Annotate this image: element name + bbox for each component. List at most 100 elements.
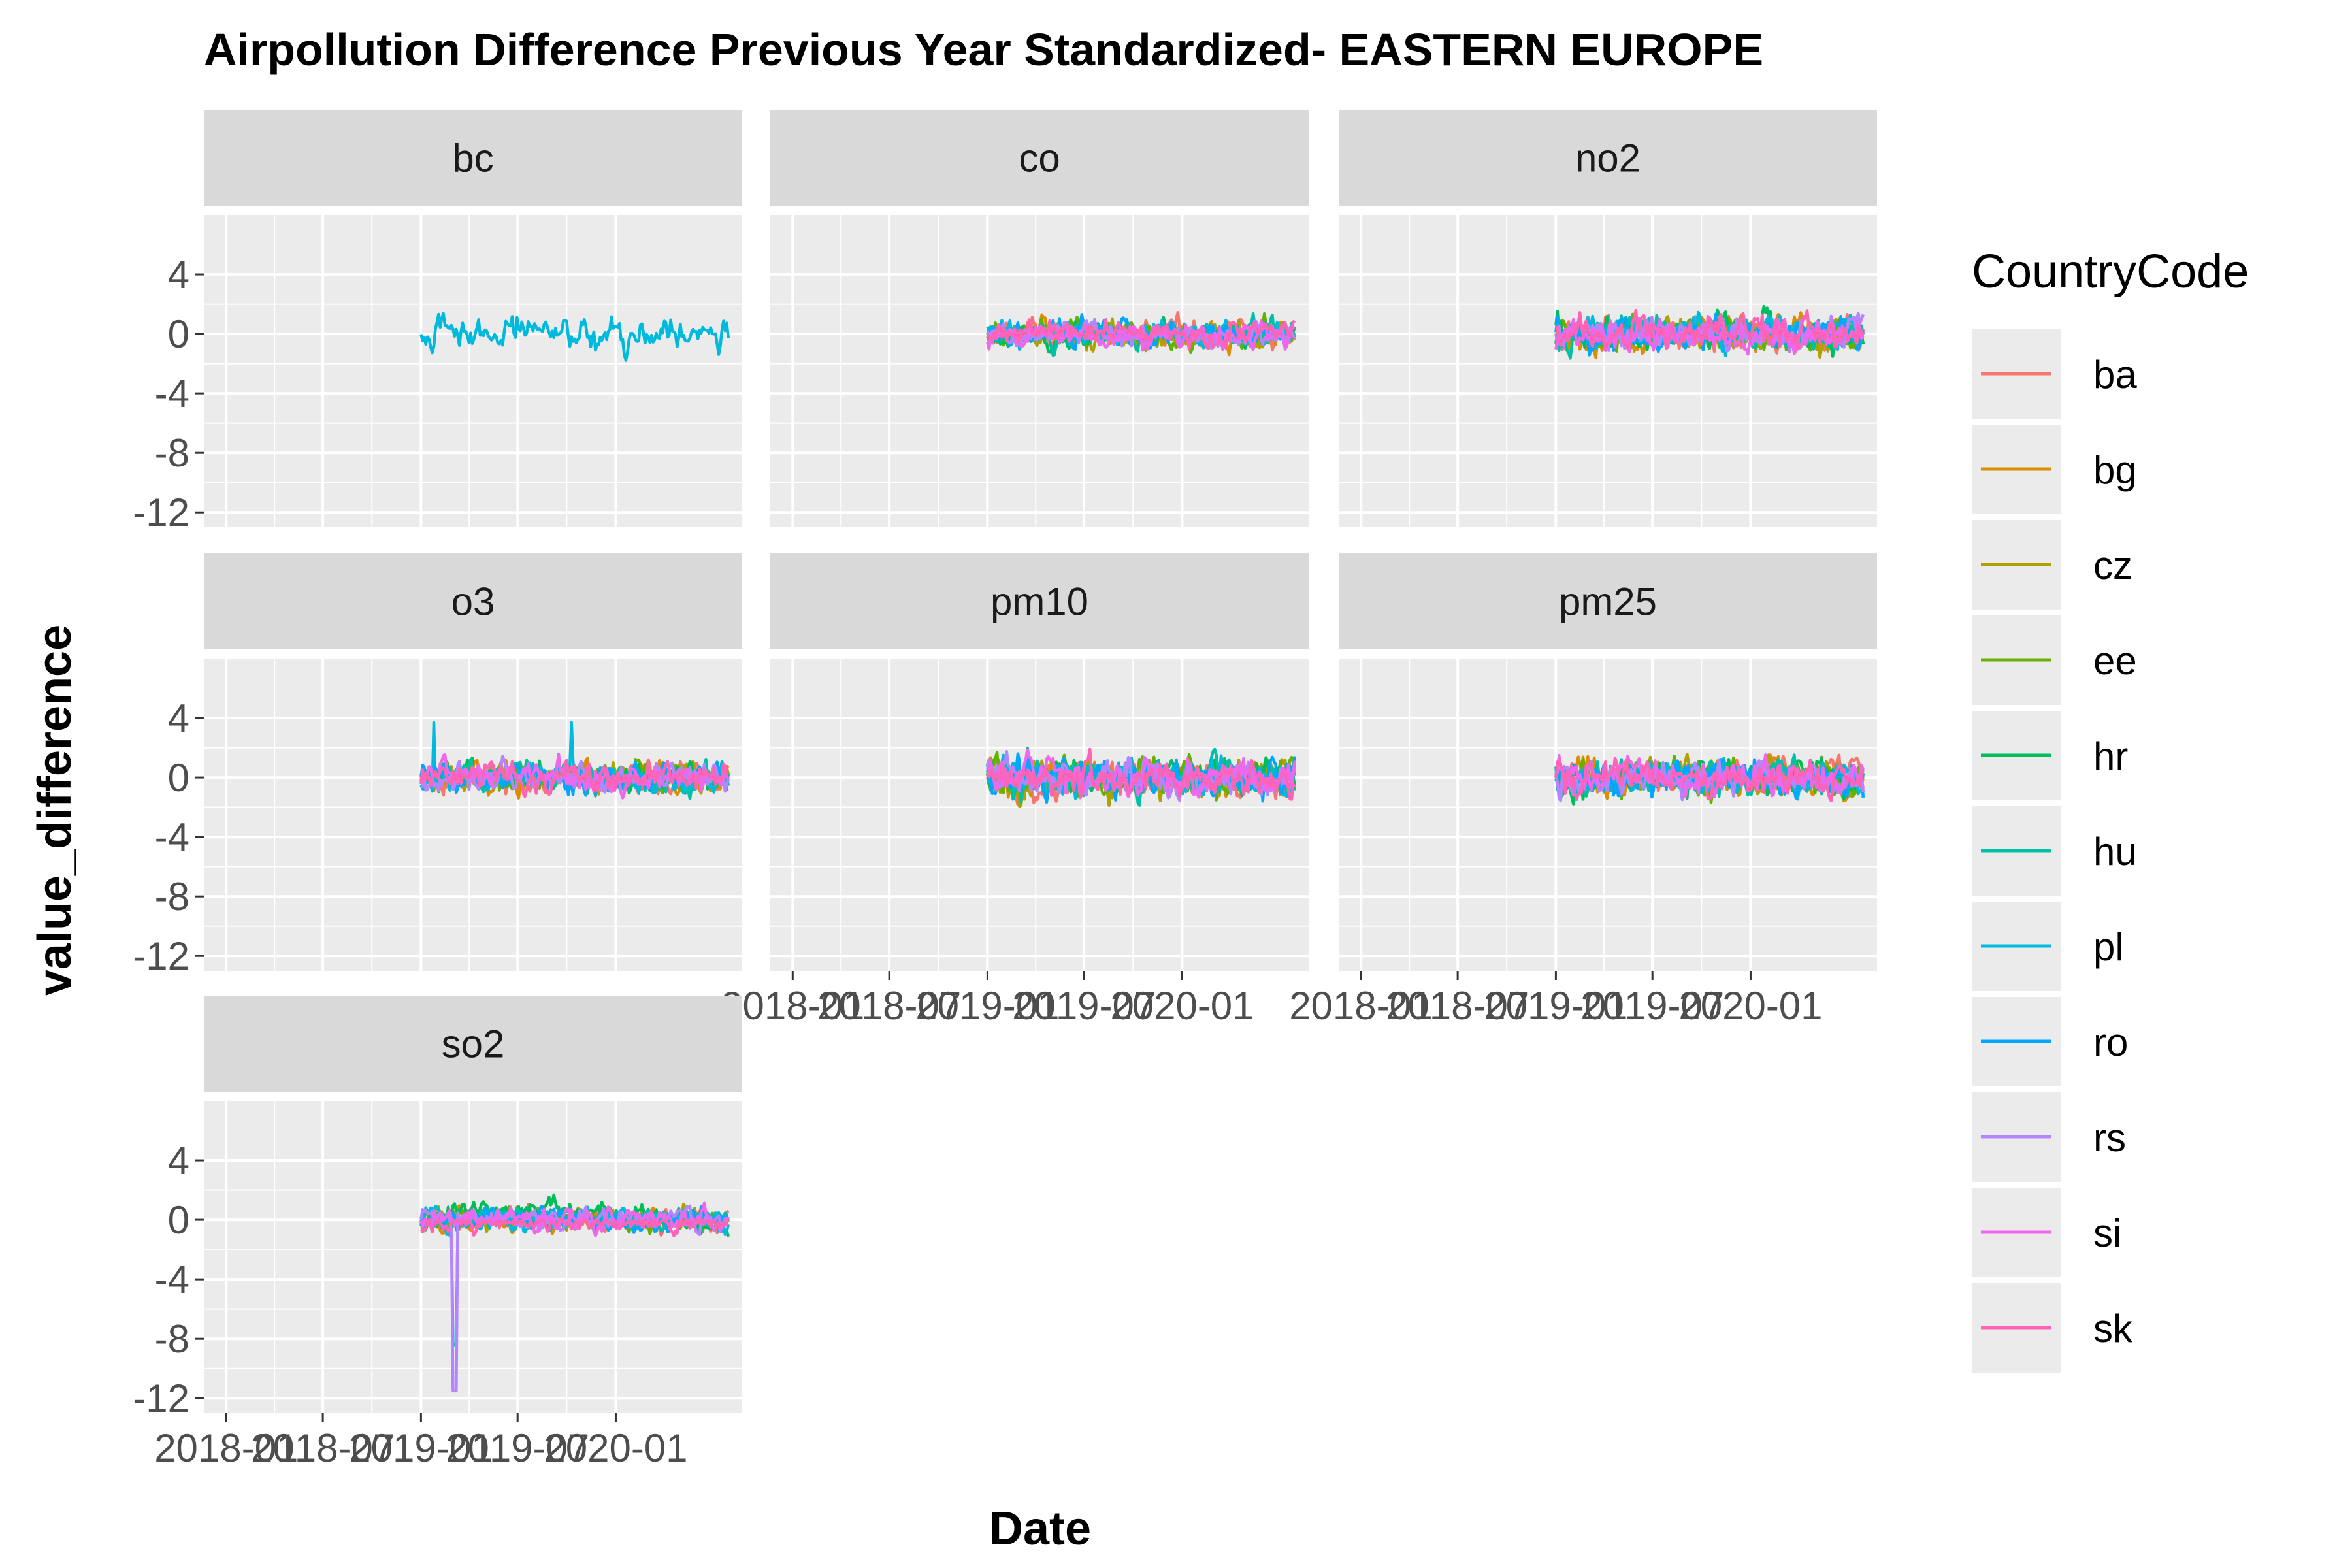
series-group [986,747,1297,808]
x-tick-label: 2019-07 [1012,984,1156,1028]
panel-background [770,659,1309,971]
facet-strip [204,110,742,206]
series-line-sk [419,1218,730,1237]
panel-background [204,659,742,971]
gridlines [204,659,742,971]
legend-item-si: si [1972,1188,2121,1277]
x-tick-label: 2018-07 [1386,984,1529,1028]
x-tick-label: 2020-01 [544,1426,687,1470]
legend-item-cz: cz [1972,520,2132,610]
x-tick-label: 2019-01 [349,1426,493,1470]
panel-background [204,1101,742,1413]
legend-item-hu: hu [1972,806,2137,896]
facet-strip-label: no2 [1575,137,1641,180]
series-group [419,1193,730,1393]
facet-strip-label: o3 [451,580,495,624]
facet-strip-label: pm25 [1559,580,1657,624]
y-tick-label: 4 [168,1139,189,1183]
x-tick-label: 2019-01 [915,984,1059,1028]
facet-strip-label: bc [452,137,493,180]
panel-background [770,215,1309,527]
y-tick-label: 4 [168,253,189,297]
legend-label: rs [2093,1116,2126,1160]
x-tick-label: 2018-01 [1289,984,1433,1028]
panel-background [1339,659,1877,971]
y-tick-label: -8 [155,875,189,919]
x-tick-label: 2018-01 [154,1426,298,1470]
legend-label: si [2093,1211,2121,1255]
legend-item-ee: ee [1972,615,2137,705]
x-tick-label: 2018-01 [721,984,864,1028]
series-line-si [419,1201,730,1237]
facet-strip-label: pm10 [990,580,1088,624]
legend-item-bg: bg [1972,425,2137,514]
y-tick-label: -12 [133,491,189,534]
gridlines [204,1101,742,1413]
y-tick-label: -8 [155,1317,189,1361]
facet-strip-label: co [1019,137,1060,180]
facet-strip [204,553,742,649]
series-line-sk [986,747,1296,801]
legend-label: hr [2093,734,2128,778]
y-tick-label: -12 [133,934,189,978]
y-tick-label: -12 [133,1377,189,1420]
x-tick-label: 2019-01 [1484,984,1627,1028]
x-tick-label: 2019-07 [446,1426,589,1470]
x-tick-label: 2018-07 [251,1426,395,1470]
facet-strip [204,996,742,1092]
legend-label: hu [2093,830,2137,874]
y-tick-label: 0 [168,312,189,356]
series-line-sk [1554,756,1865,802]
panel-background [1339,215,1877,527]
legend-item-ro: ro [1972,997,2128,1086]
chart-title: Airpollution Difference Previous Year St… [204,24,1763,75]
series-group [1554,304,1865,360]
y-tick-label: 0 [168,756,189,800]
facet-strip [1339,553,1877,649]
facet-panel-no2: no2 [1339,110,1877,527]
legend-item-hr: hr [1972,711,2128,800]
series-line-pl [419,312,730,362]
gridlines [204,215,742,527]
legend-label: ee [2093,639,2137,683]
y-tick-label: -4 [155,815,189,859]
x-tick-label: 2018-07 [817,984,961,1028]
gridlines [1339,215,1877,527]
series-line-si [1554,315,1865,356]
series-group [419,312,730,362]
facet-strip [1339,110,1877,206]
y-tick-label: -4 [155,1258,189,1301]
legend-label: ba [2093,353,2137,397]
series-line-sk [419,759,730,798]
facet-strip [770,110,1309,206]
facet-panel-so2: so2 4 0 -4 -8 -12 2018-012018-072019-012019-07… [133,996,742,1470]
legend-title: CountryCode [1972,246,2249,298]
y-tick-label: 4 [168,696,189,740]
series-group [986,310,1296,357]
panel-background [204,215,742,527]
series-line-sk [986,318,1296,351]
legend-label: bg [2093,448,2137,492]
legend: CountryCode ba bg cz ee hr hu pl ro rs si sk [1972,246,2249,1373]
gridlines [770,215,1309,527]
y-tick-label: -8 [155,431,189,475]
facet-strip-label: so2 [442,1022,505,1066]
legend-item-ba: ba [1972,329,2137,419]
facet-panel-co: co [770,110,1309,527]
x-axis-title: Date [989,1503,1091,1555]
series-line-sk [1554,308,1865,351]
legend-label: pl [2093,925,2124,969]
x-tick-label: 2019-07 [1580,984,1724,1028]
x-tick-label: 2020-01 [1678,984,1822,1028]
facet-panel-o3: o3 4 0 -4 -8 -12 [133,553,742,978]
series-group [419,721,730,800]
series-line-si [1554,753,1865,799]
facet-panel-bc: bc 4 0 -4 -8 -12 [133,110,742,534]
series-group [1554,753,1865,806]
x-tick-label: 2020-01 [1110,984,1254,1028]
y-axis-title: value_difference [29,625,81,996]
